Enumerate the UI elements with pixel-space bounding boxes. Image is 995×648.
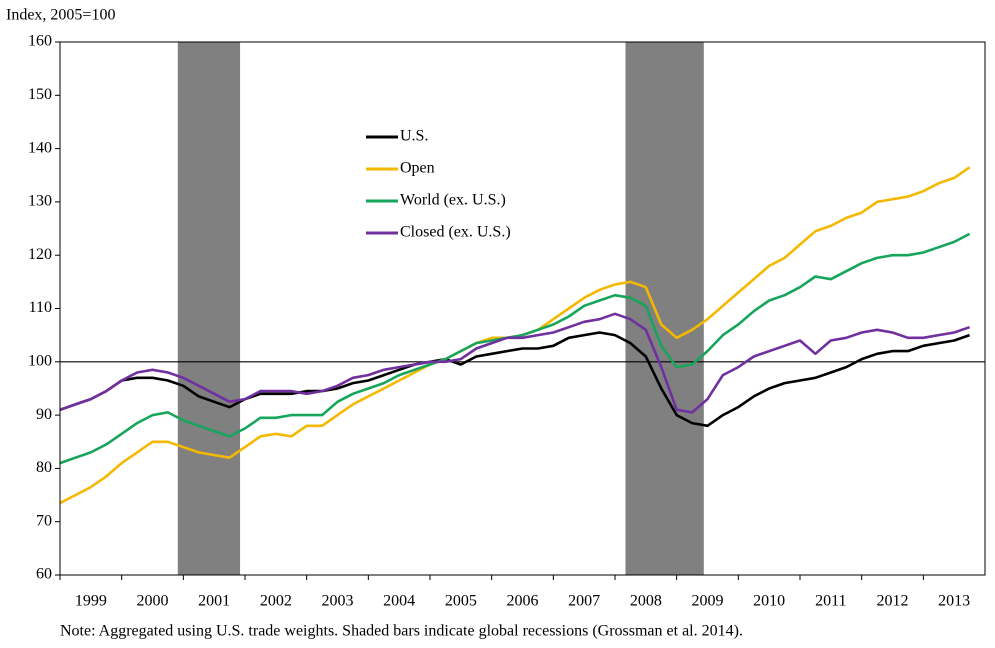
- y-tick-label: 100: [28, 352, 52, 369]
- x-tick-label: 2005: [445, 593, 477, 610]
- series-line: [59, 331, 971, 428]
- x-tick-label: 2004: [383, 593, 415, 610]
- x-tick-label: 2008: [630, 593, 662, 610]
- recession-band: [625, 42, 704, 575]
- y-tick-label: 80: [36, 459, 52, 476]
- y-tick-label: 70: [36, 512, 52, 529]
- legend-label: World (ex. U.S.): [400, 192, 506, 209]
- y-tick-label: 130: [28, 193, 52, 210]
- legend-label: Closed (ex. U.S.): [400, 224, 511, 241]
- x-tick-label: 2013: [938, 593, 970, 610]
- series-line: [59, 232, 971, 465]
- y-tick-label: 110: [29, 299, 52, 316]
- x-tick-label: 2006: [507, 593, 539, 610]
- y-tick-label: 140: [28, 139, 52, 156]
- series-line: [59, 312, 971, 414]
- legend-label: Open: [400, 160, 435, 177]
- y-tick-label: 90: [36, 406, 52, 423]
- x-tick-label: 2002: [260, 593, 292, 610]
- y-tick-label: 120: [28, 246, 52, 263]
- x-tick-label: 2003: [322, 593, 354, 610]
- y-tick-label: 160: [28, 33, 52, 50]
- recession-band: [177, 42, 241, 575]
- y-axis-label: Index, 2005=100: [6, 7, 115, 24]
- x-tick-label: 2010: [753, 593, 785, 610]
- x-tick-label: 2009: [692, 593, 724, 610]
- x-tick-label: 2007: [568, 593, 600, 610]
- x-tick-label: 1999: [75, 593, 107, 610]
- x-tick-label: 2011: [815, 593, 846, 610]
- plot-frame: [59, 41, 986, 576]
- y-tick-label: 150: [28, 86, 52, 103]
- legend-label: U.S.: [400, 128, 428, 145]
- x-tick-label: 2000: [137, 593, 169, 610]
- x-tick-label: 2012: [877, 593, 909, 610]
- note: Note: Aggregated using U.S. trade weight…: [60, 623, 743, 640]
- y-tick-label: 60: [36, 566, 52, 583]
- x-tick-label: 2001: [198, 593, 230, 610]
